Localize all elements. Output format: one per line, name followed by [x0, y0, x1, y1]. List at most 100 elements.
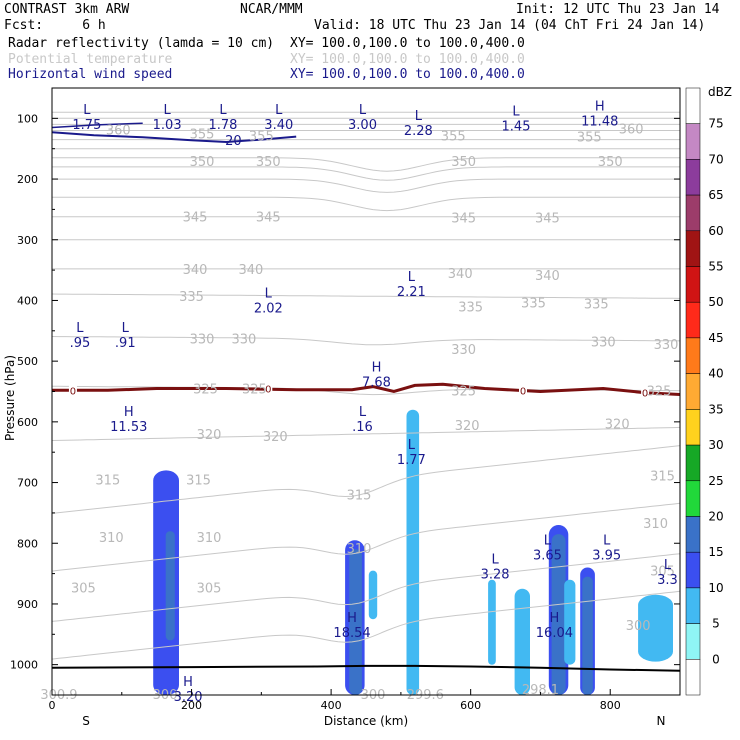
theta-label: 340 — [183, 263, 208, 278]
theta-contour — [51, 445, 681, 514]
colorbar-label: 40 — [708, 367, 723, 381]
theta-label: 315 — [650, 469, 675, 484]
colorbar-label: 60 — [708, 224, 723, 238]
wind-contours: 20 — [51, 122, 297, 149]
colorbar-swatch — [685, 373, 701, 410]
colorbar-swatch — [685, 516, 701, 553]
freezing-label: 0 — [520, 386, 526, 397]
theta-label: 310 — [347, 542, 372, 557]
extremum-symbol: L — [83, 103, 91, 118]
wind-contour-20 — [51, 131, 297, 144]
colorbar-label: 20 — [708, 509, 723, 523]
colorbar-label: 65 — [708, 188, 723, 202]
theta-label: 355 — [190, 128, 215, 143]
colorbar-label: 50 — [708, 295, 723, 309]
reflectivity-cell — [551, 534, 566, 695]
extremum-value: 18.54 — [333, 626, 370, 641]
extremum-value: 1.45 — [502, 119, 531, 134]
freezing-contour — [52, 382, 681, 396]
freezing-label: 0 — [265, 384, 271, 395]
terrain-line — [51, 664, 681, 672]
extremum-value: 1.75 — [72, 118, 101, 133]
x-tick-label: 800 — [600, 699, 621, 712]
theta-label: 350 — [451, 155, 476, 170]
extremum-symbol: L — [603, 533, 611, 548]
extremum-symbol: L — [275, 103, 283, 118]
theta-contour — [51, 590, 681, 660]
extremum-value: 1.77 — [397, 453, 426, 468]
theta-label: 360 — [106, 123, 131, 138]
freezing-label: 0 — [70, 386, 76, 397]
header-org: NCAR/MMM — [240, 2, 303, 17]
colorbar-swatch — [685, 230, 701, 267]
colorbar-label: 0 — [712, 652, 720, 666]
colorbar-swatch — [685, 194, 701, 232]
colorbar-swatch — [685, 659, 701, 696]
colorbar-swatch — [685, 301, 701, 339]
theta-label: 340 — [448, 267, 473, 282]
extremum-symbol: L — [359, 405, 367, 420]
extremum-value: 3.28 — [481, 567, 510, 582]
theta-label: 335 — [584, 297, 609, 312]
x-tick-label: 200 — [181, 699, 202, 712]
theta-label: 320 — [263, 430, 288, 445]
y-tick-label: 1000 — [10, 659, 38, 672]
extremum-value: 1.78 — [208, 118, 237, 133]
extremum-value: 3.65 — [533, 548, 562, 563]
freezing-label: 0 — [642, 389, 648, 400]
extremum-symbol: L — [359, 103, 367, 118]
colorbar-swatch — [685, 551, 701, 589]
extremum-symbol: H — [183, 675, 193, 690]
colorbar-swatch — [685, 480, 701, 517]
colorbar-swatch — [685, 337, 701, 374]
extremum-symbol: L — [512, 104, 520, 119]
colorbar-label: 25 — [708, 474, 723, 488]
theta-contour — [51, 426, 681, 441]
theta-label: 300 — [626, 619, 651, 634]
theta-label: 315 — [347, 489, 372, 504]
colorbar-label: 45 — [708, 331, 723, 345]
reflectivity-cell — [488, 579, 496, 665]
theta-label: 345 — [256, 211, 281, 226]
theta-label: 325 — [242, 382, 267, 397]
theta-label: 330 — [231, 333, 256, 348]
extrema-labels: L1.75L1.03L1.78L3.40L3.00L2.28L1.45H11.4… — [70, 99, 678, 704]
theta-label: 350 — [256, 155, 281, 170]
extremum-value: 11.53 — [110, 420, 147, 435]
extremum-value: 7.68 — [362, 376, 391, 391]
header-valid: Valid: 18 UTC Thu 23 Jan 14 (04 ChT Fri … — [314, 18, 705, 33]
endpoint-north: N — [657, 714, 666, 728]
theta-label: 335 — [179, 290, 204, 305]
extremum-value: 2.02 — [254, 301, 283, 316]
y-tick-label: 400 — [17, 294, 38, 307]
extremum-symbol: L — [408, 438, 416, 453]
theta-label: 298.1 — [522, 683, 559, 698]
colorbar-swatch — [685, 587, 701, 624]
x-tick-label: 400 — [321, 699, 342, 712]
extremum-value: 3.3 — [657, 573, 678, 588]
theta-label: 355 — [249, 129, 274, 144]
x-tick-label: 0 — [49, 699, 56, 712]
theta-label: 310 — [643, 517, 668, 532]
theta-label: 325 — [451, 384, 476, 399]
colorbar-unit: dBZ — [708, 85, 732, 99]
theta-label: 345 — [183, 211, 208, 226]
colorbar-label: 70 — [708, 152, 723, 166]
extremum-value: .95 — [70, 336, 91, 351]
x-tick-label: 600 — [460, 699, 481, 712]
reflectivity-cell — [582, 576, 593, 695]
theta-label: 360 — [619, 123, 644, 138]
extremum-value: .16 — [352, 420, 373, 435]
theta-label: 325 — [647, 384, 672, 399]
theta-label: 355 — [441, 129, 466, 144]
freezing-label-bg — [641, 387, 650, 398]
theta-label: 350 — [598, 155, 623, 170]
colorbar-label: 10 — [708, 581, 723, 595]
theta-label: 315 — [186, 474, 211, 489]
theta-label: 345 — [535, 211, 560, 226]
theta-contour — [52, 157, 680, 172]
extremum-value: 1.03 — [153, 118, 182, 133]
header-init: Init: 12 UTC Thu 23 Jan 14 — [516, 2, 720, 17]
field-wind-xy: XY= 100.0,100.0 to 100.0,400.0 — [290, 67, 525, 82]
